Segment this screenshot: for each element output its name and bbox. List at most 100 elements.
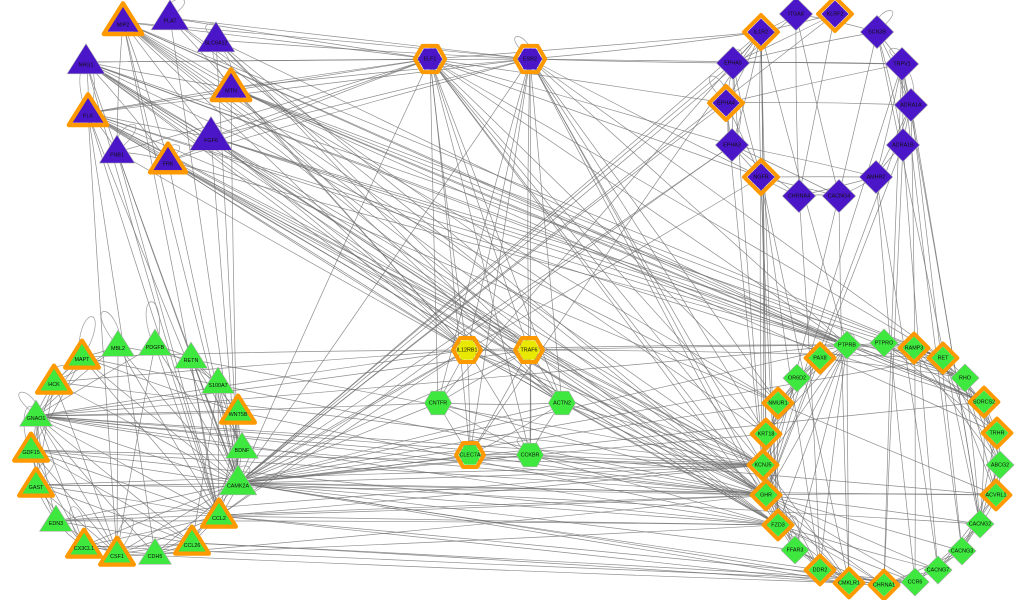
node-shape-diamond[interactable] bbox=[885, 47, 919, 81]
graph-node-adra1b[interactable] bbox=[886, 128, 920, 162]
node-shape-diamond[interactable] bbox=[751, 453, 775, 477]
graph-node-gdf15[interactable] bbox=[12, 431, 50, 463]
node-shape-diamond[interactable] bbox=[985, 421, 1009, 445]
node-shape-triangle[interactable] bbox=[218, 464, 258, 496]
node-shape-diamond[interactable] bbox=[782, 179, 816, 213]
node-shape-triangle[interactable] bbox=[225, 431, 259, 459]
node-shape-diamond[interactable] bbox=[808, 558, 832, 582]
node-shape-triangle[interactable] bbox=[72, 98, 104, 123]
graph-node-nmur1[interactable] bbox=[761, 386, 795, 420]
graph-node-mapt[interactable] bbox=[63, 338, 101, 370]
graph-node-epha4[interactable] bbox=[707, 84, 745, 122]
graph-node-frk[interactable] bbox=[147, 141, 189, 175]
graph-node-mip2[interactable] bbox=[101, 1, 145, 37]
graph-node-adra1a[interactable] bbox=[894, 88, 928, 122]
node-shape-triangle[interactable] bbox=[70, 532, 98, 555]
node-shape-diamond[interactable] bbox=[821, 0, 849, 28]
graph-node-cckbr[interactable] bbox=[516, 442, 544, 468]
graph-node-mbl2[interactable] bbox=[101, 329, 135, 357]
graph-node-cacng7[interactable] bbox=[923, 555, 953, 585]
node-shape-diamond[interactable] bbox=[712, 89, 740, 117]
graph-node-actn2[interactable] bbox=[548, 390, 576, 416]
graph-node-acvrl1[interactable] bbox=[979, 478, 1013, 512]
node-shape-triangle[interactable] bbox=[205, 502, 233, 525]
node-shape-triangle[interactable] bbox=[99, 134, 135, 164]
graph-node-or6d2[interactable] bbox=[782, 363, 812, 393]
graph-node-hck[interactable] bbox=[35, 363, 73, 395]
graph-node-il1r2[interactable] bbox=[742, 13, 780, 51]
graph-node-trpv1[interactable] bbox=[885, 47, 919, 81]
node-shape-diamond[interactable] bbox=[754, 483, 778, 507]
node-shape-triangle[interactable] bbox=[196, 21, 236, 53]
node-shape-diamond[interactable] bbox=[894, 88, 928, 122]
graph-node-mtn[interactable] bbox=[209, 67, 253, 103]
graph-node-ghr[interactable] bbox=[749, 478, 783, 512]
graph-node-ddr2[interactable] bbox=[803, 553, 837, 587]
node-shape-hexagon[interactable] bbox=[417, 48, 443, 70]
graph-node-klrf2[interactable] bbox=[816, 0, 854, 33]
node-shape-hexagon[interactable] bbox=[424, 390, 452, 416]
graph-node-plat[interactable] bbox=[150, 0, 190, 31]
node-shape-diamond[interactable] bbox=[747, 18, 775, 46]
node-shape-diamond[interactable] bbox=[754, 422, 778, 446]
node-shape-diamond[interactable] bbox=[972, 390, 996, 414]
node-shape-hexagon[interactable] bbox=[458, 445, 482, 465]
graph-node-cntfr[interactable] bbox=[424, 390, 452, 416]
node-shape-diamond[interactable] bbox=[832, 330, 862, 360]
node-shape-diamond[interactable] bbox=[766, 513, 790, 537]
node-shape-diamond[interactable] bbox=[900, 567, 930, 597]
node-shape-triangle[interactable] bbox=[138, 328, 172, 356]
node-shape-triangle[interactable] bbox=[17, 436, 45, 459]
node-shape-diamond[interactable] bbox=[747, 163, 775, 191]
node-shape-diamond[interactable] bbox=[716, 46, 750, 80]
graph-node-camk2a[interactable] bbox=[218, 464, 258, 496]
node-shape-triangle[interactable] bbox=[189, 116, 233, 151]
graph-node-csf1[interactable] bbox=[98, 535, 136, 567]
graph-node-pdgfb[interactable] bbox=[138, 328, 172, 356]
graph-node-scn3b[interactable] bbox=[860, 15, 894, 49]
node-shape-diamond[interactable] bbox=[947, 536, 977, 566]
node-shape-hexagon[interactable] bbox=[516, 442, 544, 468]
node-shape-diamond[interactable] bbox=[766, 391, 790, 415]
node-shape-triangle[interactable] bbox=[68, 343, 96, 366]
graph-node-ptpro[interactable] bbox=[869, 328, 899, 358]
graph-node-chrna4[interactable] bbox=[782, 179, 816, 213]
graph-node-traf6[interactable] bbox=[513, 335, 545, 365]
graph-node-chrna1[interactable] bbox=[867, 568, 901, 600]
graph-node-pax8[interactable] bbox=[803, 341, 837, 375]
graph-node-bdnf[interactable] bbox=[225, 431, 259, 459]
node-shape-diamond[interactable] bbox=[782, 363, 812, 393]
graph-node-trhr[interactable] bbox=[980, 416, 1014, 450]
node-shape-diamond[interactable] bbox=[822, 179, 856, 213]
node-shape-hexagon[interactable] bbox=[517, 340, 541, 360]
node-shape-diamond[interactable] bbox=[931, 346, 955, 370]
graph-node-epha3[interactable] bbox=[715, 128, 749, 162]
node-shape-diamond[interactable] bbox=[985, 450, 1015, 480]
graph-node-ffar3[interactable] bbox=[780, 535, 810, 565]
node-shape-diamond[interactable] bbox=[902, 336, 926, 360]
node-shape-triangle[interactable] bbox=[19, 399, 53, 427]
node-shape-hexagon[interactable] bbox=[548, 390, 576, 416]
graph-node-flx[interactable] bbox=[66, 92, 110, 128]
node-shape-triangle[interactable] bbox=[39, 504, 73, 532]
graph-node-epha5[interactable] bbox=[716, 46, 750, 80]
node-shape-diamond[interactable] bbox=[965, 509, 995, 539]
graph-node-cacng3[interactable] bbox=[947, 536, 977, 566]
graph-node-cmklr1[interactable] bbox=[832, 566, 866, 600]
graph-node-edn3[interactable] bbox=[39, 504, 73, 532]
node-shape-triangle[interactable] bbox=[107, 7, 139, 32]
node-shape-hexagon[interactable] bbox=[455, 340, 479, 360]
node-shape-triangle[interactable] bbox=[40, 368, 68, 391]
node-shape-triangle[interactable] bbox=[138, 537, 172, 565]
graph-node-amhr2[interactable] bbox=[859, 160, 893, 194]
node-shape-triangle[interactable] bbox=[103, 540, 131, 563]
node-shape-triangle[interactable] bbox=[215, 73, 247, 98]
graph-node-ccr6[interactable] bbox=[900, 567, 930, 597]
graph-node-krt18[interactable] bbox=[749, 417, 783, 451]
node-shape-diamond[interactable] bbox=[869, 328, 899, 358]
node-shape-triangle[interactable] bbox=[178, 529, 206, 552]
graph-node-cacng2[interactable] bbox=[965, 509, 995, 539]
node-shape-diamond[interactable] bbox=[886, 128, 920, 162]
node-shape-triangle[interactable] bbox=[150, 0, 190, 31]
graph-node-wnt5b[interactable] bbox=[219, 393, 257, 425]
